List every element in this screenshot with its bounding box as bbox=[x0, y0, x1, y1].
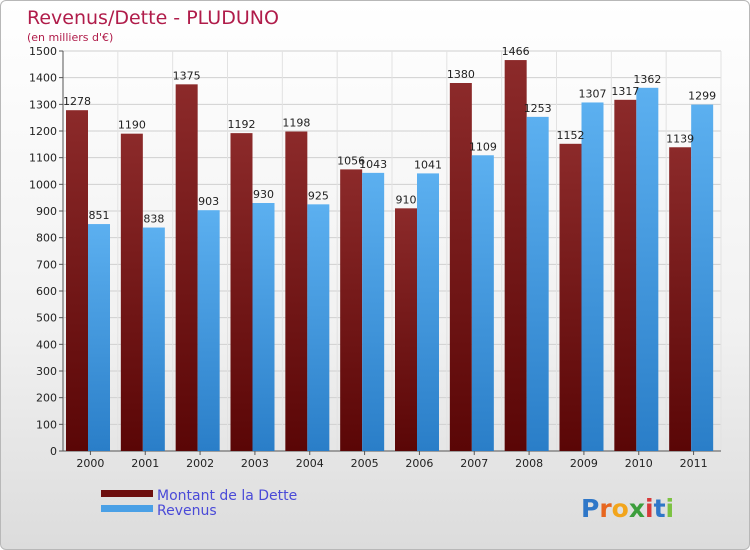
data-label: 903 bbox=[198, 195, 219, 208]
gridlines bbox=[62, 50, 722, 452]
y-tick-label: 1100 bbox=[29, 152, 57, 165]
bar-revenus bbox=[88, 224, 110, 451]
y-tick-label: 100 bbox=[36, 418, 57, 431]
bar-revenus bbox=[526, 116, 549, 451]
data-label: 1307 bbox=[579, 87, 607, 100]
data-label: 851 bbox=[89, 209, 110, 222]
data-label: 1380 bbox=[447, 68, 475, 81]
y-tick-label: 1300 bbox=[29, 98, 57, 111]
bar-revenus bbox=[307, 204, 330, 451]
data-label: 1299 bbox=[688, 90, 716, 103]
bar-revenus bbox=[581, 102, 604, 451]
y-tick-label: 300 bbox=[36, 365, 57, 378]
data-label: 1139 bbox=[666, 132, 694, 145]
bar-dette bbox=[66, 110, 88, 451]
data-label: 1198 bbox=[282, 117, 310, 130]
bar-revenus bbox=[197, 210, 220, 451]
chart-title: Revenus/Dette - PLUDUNO bbox=[27, 7, 279, 29]
data-label: 1056 bbox=[337, 154, 365, 167]
bar-dette bbox=[504, 60, 527, 452]
bar-dette bbox=[230, 133, 253, 451]
data-label: 1317 bbox=[611, 85, 639, 98]
y-tick-label: 0 bbox=[50, 445, 57, 458]
x-tick-label: 2010 bbox=[625, 457, 653, 470]
y-tick-label: 700 bbox=[36, 258, 57, 271]
bar-dette bbox=[175, 84, 198, 451]
y-tick-label: 1200 bbox=[29, 125, 57, 138]
data-label: 925 bbox=[308, 189, 329, 202]
legend-label-revenus: Revenus bbox=[157, 503, 217, 519]
x-tick-label: 2011 bbox=[680, 457, 708, 470]
bar-dette bbox=[120, 133, 143, 451]
bar-dette bbox=[559, 143, 582, 452]
legend-label-debt: Montant de la Dette bbox=[157, 488, 297, 504]
x-tick-label: 2001 bbox=[131, 457, 159, 470]
x-tick-label: 2002 bbox=[186, 457, 214, 470]
y-tick-label: 400 bbox=[36, 338, 57, 351]
y-tick-label: 1400 bbox=[29, 72, 57, 85]
bar-dette bbox=[340, 169, 363, 451]
data-label: 930 bbox=[253, 188, 274, 201]
bar-revenus bbox=[636, 87, 659, 452]
bar-dette bbox=[614, 99, 637, 452]
y-tick-label: 600 bbox=[36, 285, 57, 298]
logo-letter: i bbox=[645, 494, 654, 523]
data-label: 1375 bbox=[173, 69, 201, 82]
axes: 0 100 200 300 400 500 600 700 800 900 1000 1100 1200… bbox=[29, 45, 721, 470]
x-tick-label: 2005 bbox=[351, 457, 379, 470]
bar-revenus bbox=[142, 227, 165, 451]
legend: Montant de la Dette Revenus bbox=[101, 488, 297, 519]
data-label: 1362 bbox=[633, 73, 661, 86]
data-label: 1192 bbox=[228, 118, 256, 131]
bar-revenus bbox=[362, 172, 385, 451]
data-label: 910 bbox=[396, 193, 417, 206]
data-label: 1109 bbox=[469, 140, 497, 153]
legend-swatch-revenus bbox=[101, 505, 153, 512]
y-tick-label: 1000 bbox=[29, 178, 57, 191]
y-tick-label: 1500 bbox=[29, 45, 57, 58]
y-tick-label: 500 bbox=[36, 312, 57, 325]
logo-letter: P bbox=[581, 494, 599, 523]
x-tick-label: 2006 bbox=[405, 457, 433, 470]
logo-letter: o bbox=[612, 494, 629, 523]
x-tick-label: 2000 bbox=[76, 457, 104, 470]
y-tick-label: 200 bbox=[36, 392, 57, 405]
bar-dette bbox=[449, 83, 472, 451]
data-label: 1043 bbox=[359, 158, 387, 171]
data-label: 838 bbox=[143, 213, 164, 226]
data-label: 1278 bbox=[63, 95, 91, 108]
data-label: 1253 bbox=[524, 102, 552, 115]
data-label: 1466 bbox=[502, 45, 530, 58]
x-tick-label: 2009 bbox=[570, 457, 598, 470]
bar-revenus bbox=[471, 155, 494, 451]
y-tick-label: 900 bbox=[36, 205, 57, 218]
x-tick-label: 2004 bbox=[296, 457, 324, 470]
chart-subtitle: (en milliers d'€) bbox=[27, 31, 113, 44]
value-labels: 1278 1190 1375 1192 1198 1056 910 1380 1466 1152 1… bbox=[63, 45, 716, 225]
data-label: 1190 bbox=[118, 119, 146, 132]
legend-swatch-debt bbox=[101, 490, 153, 497]
bar-revenus bbox=[691, 104, 714, 451]
bar-dette bbox=[669, 147, 692, 451]
logo-letter: x bbox=[629, 494, 645, 523]
bar-dette bbox=[285, 131, 308, 452]
logo-letter: i bbox=[666, 494, 675, 523]
data-label: 1041 bbox=[414, 158, 442, 171]
data-label: 1152 bbox=[557, 129, 585, 142]
logo-letter: t bbox=[654, 494, 666, 523]
bar-revenus bbox=[417, 173, 439, 451]
x-tick-label: 2007 bbox=[460, 457, 488, 470]
logo-letter: r bbox=[599, 494, 612, 523]
x-tick-label: 2008 bbox=[515, 457, 543, 470]
x-tick-label: 2003 bbox=[241, 457, 269, 470]
y-tick-label: 800 bbox=[36, 232, 57, 245]
bar-revenus bbox=[252, 203, 275, 451]
bars bbox=[66, 60, 714, 452]
bar-dette bbox=[395, 208, 417, 451]
proxiti-logo: Proxiti bbox=[581, 494, 674, 523]
